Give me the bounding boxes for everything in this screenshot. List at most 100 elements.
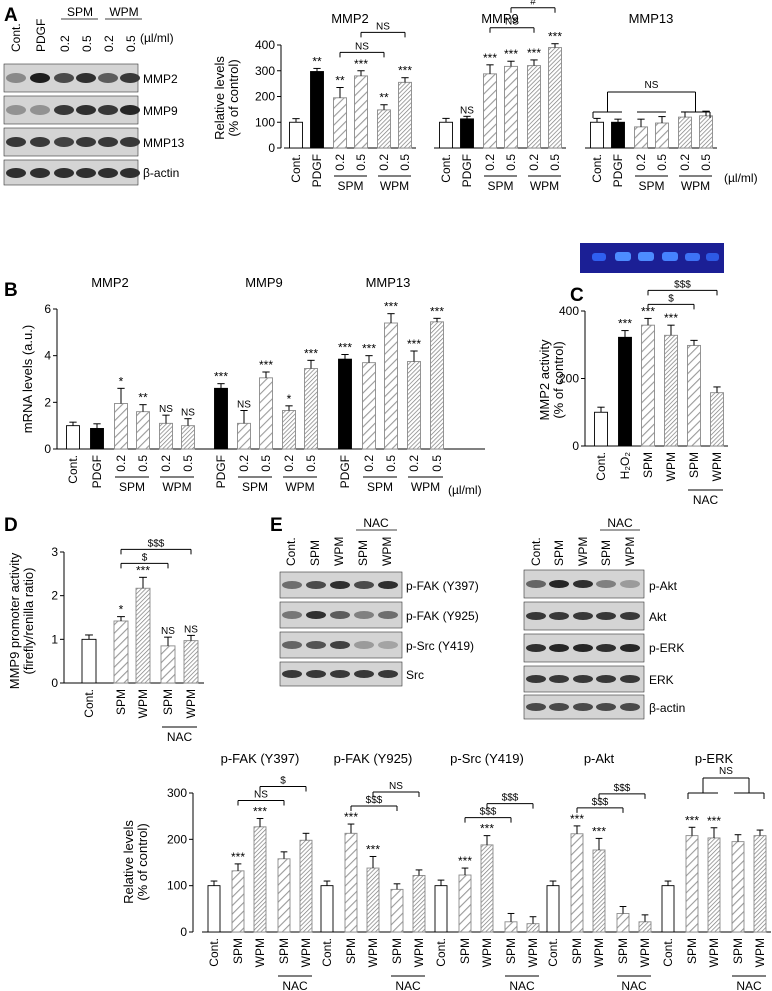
chart-e-x-label: WPM [299,938,313,967]
chart-b-x-label: PDGF [214,455,228,488]
chart-e-x-label: WPM [412,938,426,967]
chart-e-bracket-label: NS [254,789,268,800]
chart-b-x-label: Cont. [66,455,80,484]
blot-band [620,580,640,588]
chart-e-x-label: SPM [277,938,291,964]
blot-band [54,105,74,115]
blot-band [306,611,326,619]
chart-b-bar [338,358,352,450]
chart-d-y-label: (firefly/renilla ratio) [21,568,36,675]
chart-e-x-label: SPM [731,938,745,964]
chart-b-group-label: SPM [367,480,393,494]
chart-e-bar [570,833,584,933]
blot-a-row-mmp13: MMP13 [143,136,185,150]
chart-d-bracket-label: $$$ [148,538,165,549]
chart-a-title: MMP13 [629,11,674,26]
zymography-strip [580,243,724,273]
chart-a-bar [483,73,497,149]
blot-band [6,168,26,178]
blot-e-right-lane-spm: SPM [552,540,566,566]
chart-a-bar [678,116,692,149]
blot-e-left-lane-nac-spm: SPM [356,540,370,566]
blot-band [378,641,398,649]
chart-b-bar [66,425,80,450]
panel-label-b: B [4,280,18,301]
blot-a-unit: (µl/ml) [140,31,174,45]
chart-b-y-tick-label: 6 [44,302,51,316]
blot-a-lane-spm-02: 0.2 [58,35,72,52]
chart-b-y-label: mRNA levels (a.u.) [20,325,35,433]
chart-c-x-label: Cont. [594,452,608,481]
blot-band [282,670,302,678]
chart-b-sig-label: *** [304,346,318,360]
chart-a-group-label: WPM [530,179,559,193]
chart-b-bar [407,361,421,450]
chart-a-bar [289,121,303,149]
chart-e-group-label: NAC [736,979,762,991]
chart-a-bar [527,65,541,149]
blot-a-lane-cont: Cont. [9,23,23,52]
blot-a-lane-wpm-02: 0.2 [102,35,116,52]
blot-a-lane-wpm-05: 0.5 [124,35,138,52]
chart-a-y-tick-label: 0 [268,141,275,155]
chart-e-group-label: NAC [395,979,421,991]
chart-e-x-label: SPM [570,938,584,964]
chart-e-bar [366,867,380,933]
blot-e-row-pfak397: p-FAK (Y397) [406,579,479,593]
blot-band [76,168,96,178]
chart-e-x-label: Cont. [434,938,448,967]
chart-c-bar [594,411,608,447]
blot-band [120,105,140,115]
chart-a-bracket-label: NS [355,41,369,52]
chart-e-bracket-label: $$$ [366,795,383,806]
chart-e-bar [390,888,404,933]
chart-b-y-tick-label: 0 [44,442,51,456]
chart-e-bar [526,923,540,933]
chart-a-bar [439,121,453,149]
chart-e-bracket-label: $$$ [614,783,631,794]
chart-e-x-label: Cont. [661,938,675,967]
chart-b-x-label: 0.2 [237,455,251,472]
blot-band [354,581,374,589]
blot-band [330,641,350,649]
chart-a-bar [611,121,625,149]
chart-e-x-label: WPM [366,938,380,967]
chart-b-bar [282,410,296,450]
chart-e-bar [412,875,426,933]
blot-band [6,73,26,83]
chart-e-y-tick-label: 200 [167,832,187,846]
chart-b-x-label: 0.2 [282,455,296,472]
chart-c-x-label: WPM [710,452,724,481]
chart-c-y-tick-label: 200 [559,372,579,386]
chart-a-y-label: Relative levels [212,56,227,140]
blot-band [306,641,326,649]
chart-e-bracket-label: NS [719,766,733,777]
chart-e-bar [277,858,291,933]
chart-d-x-label: Cont. [82,689,96,718]
chart-e-y-tick-label: 0 [180,925,187,939]
chart-b-x-label: 0.2 [159,455,173,472]
chart-a-bracket-label: NS [376,21,390,32]
chart-e-sig-label: *** [344,810,358,824]
chart-b-title: MMP13 [366,275,411,290]
chart-a-x-label: 0.5 [504,154,518,171]
blot-band [620,675,640,683]
blot-band [30,73,50,83]
blot-band [354,611,374,619]
chart-c-bar [710,392,724,447]
blot-band [620,644,640,652]
chart-d-group-label: NAC [167,730,193,744]
chart-c-bracket-label: $$$ [674,279,691,290]
blot-band [573,612,593,620]
chart-b-x-label: 0.5 [384,455,398,472]
blot-band [120,73,140,83]
chart-e-x-label: WPM [638,938,652,967]
chart-a-title: MMP9 [481,11,519,26]
chart-e-y-label: (% of control) [135,823,150,900]
chart-e-bar [638,921,652,933]
blot-band [620,703,640,711]
blot-band [526,644,546,652]
chart-b-x-label: 0.5 [304,455,318,472]
blot-a: Cont. PDGF 0.2 0.5 0.2 0.5 SPM WPM (µl/m… [3,5,185,186]
chart-e-bar [707,837,721,933]
